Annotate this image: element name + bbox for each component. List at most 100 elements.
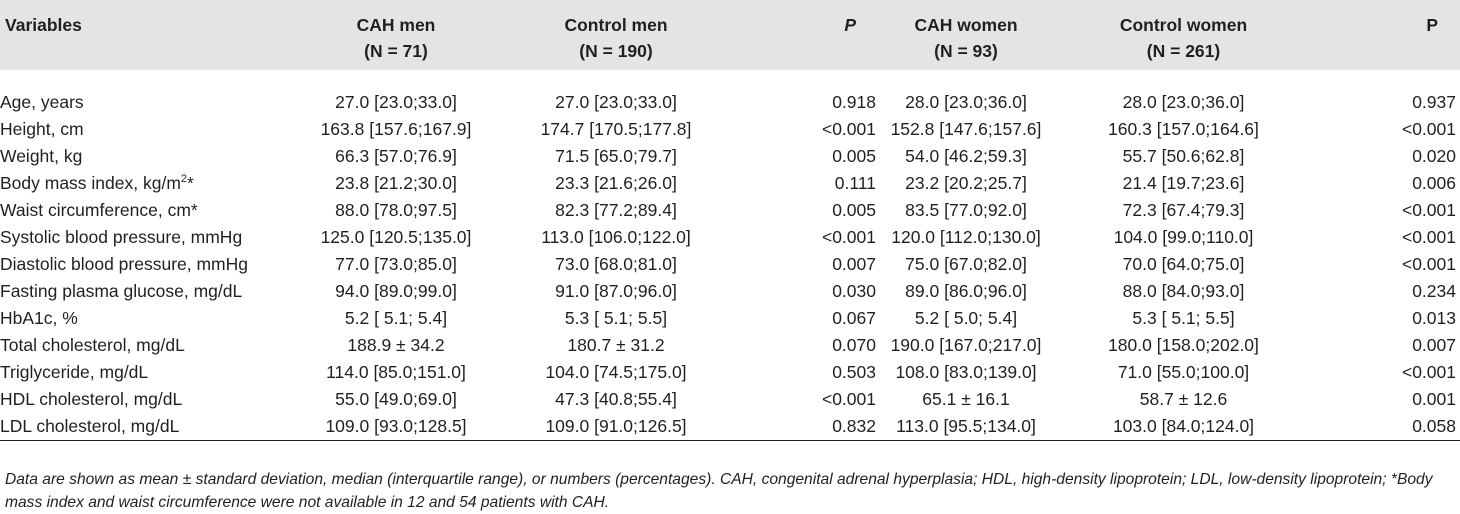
cell-cah-men: 163.8 [157.6;167.9] xyxy=(320,119,472,139)
table-row: Age, years 27.0 [23.0;33.0] 27.0 [23.0;3… xyxy=(0,89,1460,116)
cell-control-women: 103.0 [84.0;124.0] xyxy=(1056,413,1311,441)
row-variable: HbA1c, % xyxy=(0,308,78,328)
cell-cah-women: 113.0 [95.5;134.0] xyxy=(876,413,1056,441)
cell-p-women: <0.001 xyxy=(1401,362,1456,382)
cell-cah-women: 89.0 [86.0;96.0] xyxy=(905,281,1027,301)
table-row: Total cholesterol, mg/dL 188.9 ± 34.2 18… xyxy=(0,332,1460,359)
cell-cah-men: 114.0 [85.0;151.0] xyxy=(326,362,466,382)
cell-cah-women: 120.0 [112.0;130.0] xyxy=(891,227,1041,247)
table-row: HbA1c, % 5.2 [ 5.1; 5.4] 5.3 [ 5.1; 5.5]… xyxy=(0,305,1460,332)
cell-control-women: 5.3 [ 5.1; 5.5] xyxy=(1132,308,1235,328)
header-p-women: P xyxy=(1426,15,1438,35)
row-variable: Height, cm xyxy=(0,119,84,139)
cell-control-men: 5.3 [ 5.1; 5.5] xyxy=(564,308,668,328)
cell-control-men: 73.0 [68.0;81.0] xyxy=(555,254,677,274)
cell-cah-men: 66.3 [57.0;76.9] xyxy=(335,146,457,166)
cell-control-women: 70.0 [64.0;75.0] xyxy=(1122,254,1245,274)
cell-cah-men: 125.0 [120.5;135.0] xyxy=(320,227,472,247)
header-control-women: Control women (N = 261) xyxy=(1119,15,1248,61)
cell-control-men: 71.5 [65.0;79.7] xyxy=(555,146,677,166)
cell-p-men: 0.832 xyxy=(736,413,876,441)
cell-p-men: <0.001 xyxy=(821,119,876,139)
cell-control-women: 160.3 [157.0;164.6] xyxy=(1108,119,1259,139)
row-variable: Total cholesterol, mg/dL xyxy=(0,335,185,355)
header-variables: Variables xyxy=(5,15,82,35)
cell-control-men: 104.0 [74.5;175.0] xyxy=(545,362,687,382)
cell-cah-men: 5.2 [ 5.1; 5.4] xyxy=(344,308,448,328)
row-variable: Triglyceride, mg/dL xyxy=(0,362,149,382)
cell-cah-women: 83.5 [77.0;92.0] xyxy=(905,200,1027,220)
cell-p-men: 0.070 xyxy=(832,335,876,355)
cell-p-women: 0.937 xyxy=(1412,92,1456,112)
row-variable: Systolic blood pressure, mmHg xyxy=(0,227,243,247)
cell-p-men: 0.005 xyxy=(832,200,876,220)
cell-p-men: <0.001 xyxy=(821,389,876,409)
table-row: HDL cholesterol, mg/dL 55.0 [49.0;69.0] … xyxy=(0,386,1460,413)
cell-cah-men: 23.8 [21.2;30.0] xyxy=(335,173,457,193)
cell-control-women: 88.0 [84.0;93.0] xyxy=(1122,281,1245,301)
cell-p-men: 0.005 xyxy=(832,146,876,166)
cell-p-women: 0.020 xyxy=(1412,146,1456,166)
cell-cah-men: 188.9 ± 34.2 xyxy=(347,335,445,355)
cell-p-women: 0.007 xyxy=(1412,335,1456,355)
cell-p-women: <0.001 xyxy=(1401,254,1456,274)
header-cah-women: CAH women (N = 93) xyxy=(914,15,1018,61)
table-row: Fasting plasma glucose, mg/dL 94.0 [89.0… xyxy=(0,278,1460,305)
cell-control-women: 58.7 ± 12.6 xyxy=(1139,389,1228,409)
results-table: Variables CAH men (N = 71) Control men (N … xyxy=(0,0,1460,441)
row-variable: Diastolic blood pressure, mmHg xyxy=(0,254,249,274)
cell-cah-men: 88.0 [78.0;97.5] xyxy=(335,200,457,220)
cell-p-women: <0.001 xyxy=(1401,227,1456,247)
cell-control-men: 27.0 [23.0;33.0] xyxy=(555,92,677,112)
cell-control-women: 104.0 [99.0;110.0] xyxy=(1113,227,1254,247)
cell-cah-women: 23.2 [20.2;25.7] xyxy=(905,173,1027,193)
cell-p-women: 0.234 xyxy=(1412,281,1456,301)
cell-control-men: 180.7 ± 31.2 xyxy=(567,335,665,355)
cell-control-women: 21.4 [19.7;23.6] xyxy=(1122,173,1245,193)
cell-control-men: 23.3 [21.6;26.0] xyxy=(555,173,677,193)
cell-control-men: 91.0 [87.0;96.0] xyxy=(555,281,677,301)
row-variable: LDL cholesterol, mg/dL xyxy=(0,413,296,441)
cell-cah-men: 94.0 [89.0;99.0] xyxy=(335,281,457,301)
table-row: LDL cholesterol, mg/dL 109.0 [93.0;128.5… xyxy=(0,413,1460,441)
cell-cah-women: 28.0 [23.0;36.0] xyxy=(905,92,1027,112)
cell-p-men: 0.007 xyxy=(832,254,876,274)
cell-cah-women: 75.0 [67.0;82.0] xyxy=(905,254,1027,274)
cell-p-men: 0.918 xyxy=(832,92,876,112)
cell-control-men: 174.7 [170.5;177.8] xyxy=(540,119,692,139)
row-variable: HDL cholesterol, mg/dL xyxy=(0,389,183,409)
cell-p-men: <0.001 xyxy=(821,227,876,247)
cell-p-women: 0.058 xyxy=(1311,413,1460,441)
table-row: Triglyceride, mg/dL 114.0 [85.0;151.0] 1… xyxy=(0,359,1460,386)
cell-p-women: 0.006 xyxy=(1412,173,1456,193)
cell-p-men: 0.111 xyxy=(834,173,876,193)
cell-control-women: 72.3 [67.4;79.3] xyxy=(1122,200,1245,220)
cell-cah-women: 5.2 [ 5.0; 5.4] xyxy=(914,308,1018,328)
cell-p-men: 0.503 xyxy=(832,362,876,382)
cell-control-women: 180.0 [158.0;202.0] xyxy=(1108,335,1259,355)
cell-cah-women: 108.0 [83.0;139.0] xyxy=(895,362,1037,382)
cell-p-men: 0.030 xyxy=(832,281,876,301)
cell-cah-men: 55.0 [49.0;69.0] xyxy=(335,389,457,409)
cell-p-women: <0.001 xyxy=(1401,119,1456,139)
cell-cah-men: 27.0 [23.0;33.0] xyxy=(335,92,457,112)
cell-control-women: 71.0 [55.0;100.0] xyxy=(1117,362,1250,382)
cell-cah-men: 77.0 [73.0;85.0] xyxy=(335,254,457,274)
cell-control-men: 47.3 [40.8;55.4] xyxy=(555,389,677,409)
cell-control-men: 109.0 [91.0;126.5] xyxy=(496,413,736,441)
table-row: Diastolic blood pressure, mmHg 77.0 [73.… xyxy=(0,251,1460,278)
row-variable: Fasting plasma glucose, mg/dL xyxy=(0,281,243,301)
table-row: Body mass index, kg/m2* 23.8 [21.2;30.0]… xyxy=(0,170,1460,197)
table-row: Height, cm 163.8 [157.6;167.9] 174.7 [17… xyxy=(0,116,1460,143)
header-control-men: Control men (N = 190) xyxy=(564,15,668,61)
header-p-men: P xyxy=(844,15,856,35)
cell-control-men: 113.0 [106.0;122.0] xyxy=(541,227,691,247)
row-variable: Age, years xyxy=(0,92,84,112)
cell-control-women: 55.7 [50.6;62.8] xyxy=(1122,146,1245,166)
row-variable: Waist circumference, cm* xyxy=(0,200,198,220)
cell-p-women: 0.013 xyxy=(1412,308,1456,328)
table-header-row: Variables CAH men (N = 71) Control men (N … xyxy=(0,0,1460,70)
cell-cah-women: 54.0 [46.2;59.3] xyxy=(905,146,1027,166)
cell-cah-women: 65.1 ± 16.1 xyxy=(922,389,1010,409)
